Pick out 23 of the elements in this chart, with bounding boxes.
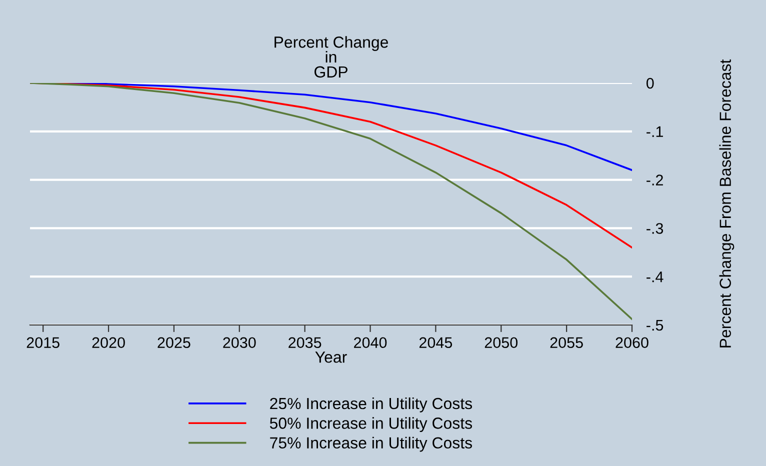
legend-label: 75% Increase in Utility Costs <box>270 436 472 452</box>
x-axis-title: Year <box>315 352 347 363</box>
y-tick-label: -.5 <box>646 320 664 331</box>
x-tick-label: 2030 <box>223 337 256 348</box>
y-tick-label: -.4 <box>646 272 664 282</box>
x-tick-label: 2040 <box>354 337 387 348</box>
y-tick-label: -.2 <box>646 174 663 186</box>
x-tick-label: 2015 <box>26 337 60 348</box>
y-tick-label: -.1 <box>646 126 663 137</box>
y-tick-label: 0 <box>646 78 654 89</box>
x-tick-label: 2025 <box>158 337 190 348</box>
legend-label: 50% Increase in Utility Costs <box>270 417 472 432</box>
x-tick-label: 2055 <box>550 337 583 348</box>
x-tick-label: 2045 <box>419 337 452 348</box>
y-axis-title: Percent Change From Baseline Forecast <box>719 59 734 348</box>
x-tick-label: 2020 <box>92 337 125 348</box>
chart-title: Percent Change in GDP <box>274 36 388 78</box>
line-series <box>30 83 632 320</box>
x-tick-label: 2060 <box>616 337 648 348</box>
y-tick-label: -.3 <box>646 223 664 234</box>
x-tick-label: 2035 <box>288 337 322 348</box>
legend-label: 25% Increase in Utility Costs <box>270 397 472 412</box>
x-tick-label: 2050 <box>484 337 518 348</box>
